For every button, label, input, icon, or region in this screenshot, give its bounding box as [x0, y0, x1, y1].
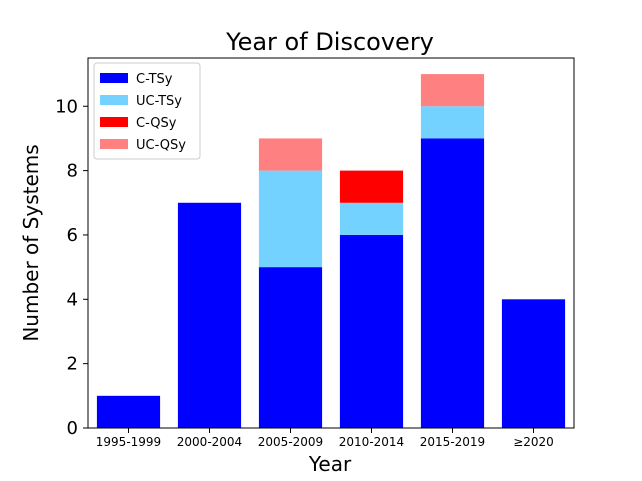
x-tick-label-5: ≥2020	[513, 435, 554, 449]
x-tick-label-0: 1995-1999	[96, 435, 161, 449]
plot-frame	[87, 57, 575, 429]
bar-uc-qsy-2	[258, 138, 323, 171]
bar-c-qsy-3	[339, 170, 404, 203]
legend-swatch-c-qsy	[100, 117, 128, 127]
legend-swatch-uc-tsy	[100, 95, 128, 105]
legend: C-TSy UC-TSy C-QSy UC-QSy	[93, 62, 201, 160]
bar-uc-tsy-3	[339, 202, 404, 235]
legend-label-c-qsy: C-QSy	[136, 116, 177, 131]
bar-uc-tsy-4	[420, 106, 485, 139]
y-axis-label: Number of Systems	[19, 144, 43, 341]
bar-uc-tsy-2	[258, 170, 323, 268]
y-tick-label-2: 4	[67, 289, 78, 310]
y-axis: 0 2 4 6 8 10	[55, 96, 88, 439]
x-tick-label-1: 2000-2004	[177, 435, 242, 449]
legend-frame	[93, 62, 201, 160]
bars-layer	[96, 74, 566, 428]
bar-c-tsy-1	[177, 202, 242, 428]
legend-label-uc-tsy: UC-TSy	[136, 94, 182, 109]
chart-title: Year of Discovery	[225, 28, 434, 56]
x-axis-label: Year	[308, 452, 352, 476]
bar-c-tsy-5	[501, 299, 566, 428]
bar-uc-qsy-4	[420, 74, 485, 107]
y-tick-label-3: 6	[67, 225, 78, 246]
legend-swatch-uc-qsy	[100, 139, 128, 149]
x-tick-label-2: 2005-2009	[258, 435, 323, 449]
legend-label-uc-qsy: UC-QSy	[136, 138, 186, 153]
y-tick-label-1: 2	[67, 354, 78, 375]
bar-c-tsy-2	[258, 267, 323, 428]
legend-label-c-tsy: C-TSy	[136, 72, 173, 87]
legend-swatch-c-tsy	[100, 73, 128, 83]
x-axis: 1995-1999 2000-2004 2005-2009 2010-2014 2015…	[96, 428, 554, 449]
bar-c-tsy-3	[339, 234, 404, 428]
y-tick-label-4: 8	[67, 161, 78, 182]
y-tick-label-0: 0	[67, 418, 78, 439]
y-tick-label-5: 10	[55, 96, 78, 117]
bar-c-tsy-0	[96, 395, 161, 428]
bar-c-tsy-4	[420, 138, 485, 428]
x-tick-label-4: 2015-2019	[420, 435, 485, 449]
x-tick-label-3: 2010-2014	[339, 435, 404, 449]
